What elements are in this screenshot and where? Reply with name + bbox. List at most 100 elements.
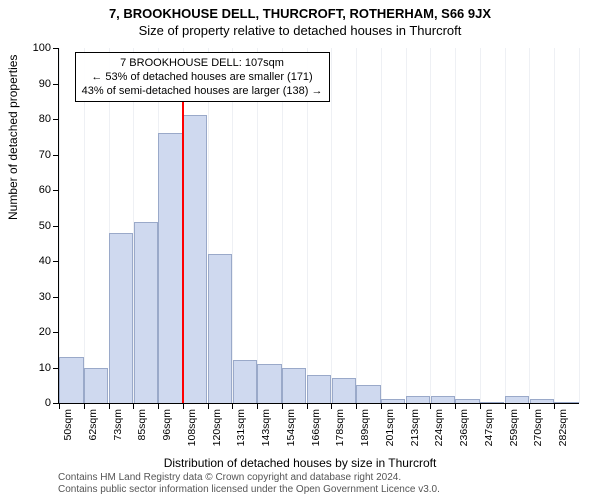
- x-tick-label: 62sqm: [87, 409, 99, 441]
- histogram-bar: [505, 396, 529, 403]
- y-tick: [53, 48, 59, 49]
- y-tick-label: 80: [39, 113, 51, 125]
- gridline-vertical: [455, 48, 456, 403]
- plot-area: 010203040506070809010050sqm62sqm73sqm85s…: [58, 48, 579, 404]
- histogram-bar: [332, 378, 356, 403]
- x-tick-label: 236sqm: [458, 409, 470, 446]
- gridline-vertical: [579, 48, 580, 403]
- histogram-bar: [183, 115, 207, 403]
- y-tick: [53, 332, 59, 333]
- y-tick-label: 70: [39, 149, 51, 161]
- x-tick-label: 178sqm: [334, 409, 346, 446]
- histogram-bar: [59, 357, 83, 403]
- histogram-bar: [158, 133, 182, 403]
- x-tick: [381, 403, 382, 409]
- histogram-bar: [257, 364, 281, 403]
- histogram-bar: [530, 399, 554, 403]
- x-tick-label: 50sqm: [62, 409, 74, 441]
- histogram-bar: [406, 396, 430, 403]
- x-tick: [183, 403, 184, 409]
- histogram-bar: [554, 402, 578, 403]
- x-tick: [133, 403, 134, 409]
- histogram-bar: [356, 385, 380, 403]
- histogram-bar: [109, 233, 133, 403]
- annotation-line-1: ← 53% of detached houses are smaller (17…: [82, 70, 323, 84]
- x-tick: [282, 403, 283, 409]
- y-tick: [53, 368, 59, 369]
- gridline-vertical: [331, 48, 332, 403]
- x-tick: [480, 403, 481, 409]
- x-axis-label: Distribution of detached houses by size …: [0, 456, 600, 470]
- histogram-bar: [307, 375, 331, 403]
- x-tick: [59, 403, 60, 409]
- y-tick: [53, 261, 59, 262]
- y-tick: [53, 190, 59, 191]
- histogram-bar: [431, 396, 455, 403]
- x-tick-label: 213sqm: [409, 409, 421, 446]
- x-tick-label: 224sqm: [433, 409, 445, 446]
- y-tick-label: 90: [39, 78, 51, 90]
- x-tick-label: 259sqm: [508, 409, 520, 446]
- y-tick-label: 60: [39, 184, 51, 196]
- x-tick: [257, 403, 258, 409]
- x-tick-label: 154sqm: [285, 409, 297, 446]
- y-tick: [53, 84, 59, 85]
- gridline-vertical: [381, 48, 382, 403]
- x-tick: [406, 403, 407, 409]
- gridline-vertical: [406, 48, 407, 403]
- chart-title-main: 7, BROOKHOUSE DELL, THURCROFT, ROTHERHAM…: [0, 0, 600, 21]
- y-tick-label: 10: [39, 362, 51, 374]
- property-marker-line: [182, 101, 184, 403]
- annotation-line-0: 7 BROOKHOUSE DELL: 107sqm: [82, 56, 323, 70]
- y-tick-label: 30: [39, 291, 51, 303]
- attribution-text: Contains HM Land Registry data © Crown c…: [58, 472, 440, 496]
- x-tick: [331, 403, 332, 409]
- attribution-line-2: Contains public sector information licen…: [58, 484, 440, 496]
- gridline-vertical: [505, 48, 506, 403]
- gridline-vertical: [356, 48, 357, 403]
- gridline-vertical: [430, 48, 431, 403]
- histogram-bar: [208, 254, 232, 403]
- x-tick: [455, 403, 456, 409]
- x-tick-label: 108sqm: [186, 409, 198, 446]
- x-tick-label: 131sqm: [235, 409, 247, 446]
- x-tick-label: 143sqm: [260, 409, 272, 446]
- y-tick-label: 20: [39, 326, 51, 338]
- x-tick-label: 282sqm: [557, 409, 569, 446]
- x-tick: [208, 403, 209, 409]
- x-tick: [158, 403, 159, 409]
- chart-title-sub: Size of property relative to detached ho…: [0, 21, 600, 42]
- gridline-vertical: [480, 48, 481, 403]
- histogram-bar: [134, 222, 158, 403]
- x-tick-label: 201sqm: [384, 409, 396, 446]
- y-tick: [53, 119, 59, 120]
- x-tick: [554, 403, 555, 409]
- histogram-bar: [84, 368, 108, 404]
- x-tick-label: 73sqm: [112, 409, 124, 441]
- gridline-vertical: [59, 48, 60, 403]
- x-tick-label: 189sqm: [359, 409, 371, 446]
- x-tick: [430, 403, 431, 409]
- x-tick: [529, 403, 530, 409]
- y-tick-label: 0: [45, 397, 51, 409]
- x-tick: [356, 403, 357, 409]
- histogram-bar: [455, 399, 479, 403]
- y-tick-label: 50: [39, 220, 51, 232]
- histogram-bar: [233, 360, 257, 403]
- y-tick: [53, 226, 59, 227]
- histogram-bar: [381, 399, 405, 403]
- y-tick: [53, 297, 59, 298]
- y-tick-label: 100: [33, 42, 51, 54]
- x-tick-label: 247sqm: [483, 409, 495, 446]
- x-tick-label: 96sqm: [161, 409, 173, 441]
- x-tick: [109, 403, 110, 409]
- histogram-bar: [282, 368, 306, 404]
- x-tick: [505, 403, 506, 409]
- x-tick: [307, 403, 308, 409]
- y-axis-label: Number of detached properties: [6, 55, 20, 220]
- histogram-bar: [480, 402, 504, 403]
- x-tick-label: 120sqm: [211, 409, 223, 446]
- y-tick: [53, 155, 59, 156]
- gridline-vertical: [529, 48, 530, 403]
- annotation-line-2: 43% of semi-detached houses are larger (…: [82, 84, 323, 98]
